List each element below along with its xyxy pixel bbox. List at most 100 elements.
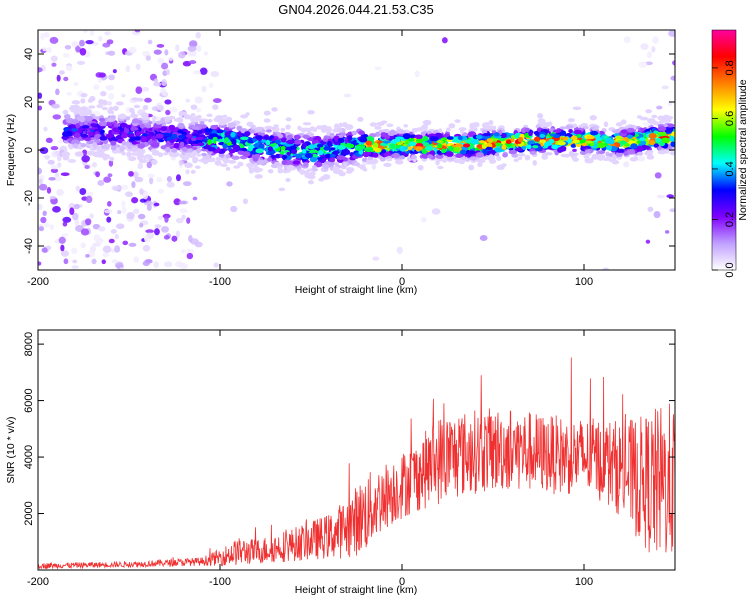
spectrogram-cell <box>207 139 212 146</box>
spectrogram-cell <box>214 159 222 166</box>
spectrogram-cell <box>653 143 659 148</box>
spectrogram-cell <box>137 213 146 220</box>
spectrogram-cell <box>532 159 537 166</box>
spectrogram-cell <box>44 155 50 160</box>
spectrogram-cell <box>76 60 86 66</box>
spectrogram-cell <box>380 120 388 124</box>
spectrogram-cell <box>309 149 318 153</box>
spectrogram-cell <box>76 116 86 122</box>
spectrogram-cell <box>654 172 662 179</box>
spectrogram-cell <box>128 170 134 177</box>
spectrogram-cell <box>181 146 188 152</box>
spectrogram-cell <box>107 50 116 56</box>
spectrogram-cell <box>343 93 352 98</box>
spectrogram-cell <box>191 137 196 142</box>
spectrogram-cell <box>364 147 373 153</box>
spectrogram-cell <box>83 30 88 34</box>
spectrogram-x-ticks: -200 -100 0 100 <box>27 30 593 288</box>
spectrogram-cell <box>411 127 420 133</box>
spectrogram-cell <box>280 145 286 151</box>
spectrogram-cell <box>121 93 126 98</box>
spectrogram-cell <box>93 128 101 133</box>
spectrogram-cell <box>284 160 294 167</box>
spectrogram-cell <box>236 125 243 131</box>
spectrogram-cell <box>278 187 286 192</box>
spectrogram-cell <box>49 36 59 44</box>
spectrogram-cell <box>408 141 417 147</box>
spectrogram-cell <box>208 82 214 89</box>
spectrogram-cell <box>216 129 224 134</box>
spectrogram-cell <box>155 120 162 125</box>
spectrogram-cell <box>89 213 94 219</box>
spectrogram-cell <box>334 123 340 130</box>
spectrogram-cell <box>99 125 105 130</box>
spectrogram-cell <box>475 134 483 140</box>
spectrogram-cell <box>212 136 218 141</box>
spectrogram-cell <box>180 249 186 254</box>
spectrogram-cell <box>415 146 423 151</box>
spectrogram-cell <box>422 135 429 142</box>
spectrogram-cell <box>192 156 199 163</box>
spectrogram-cell <box>389 143 396 150</box>
spectrogram-cell <box>637 151 644 156</box>
spectrogram-cell <box>345 170 353 174</box>
spectrogram-cell <box>102 245 112 253</box>
spectrogram-cell <box>81 125 90 129</box>
spectrogram-cell <box>481 143 487 149</box>
spectrogram-cell <box>620 119 627 125</box>
spectrogram-cell <box>51 62 57 67</box>
spectrogram-cell <box>50 168 59 174</box>
spectrogram-cell <box>85 218 92 226</box>
spectrogram-cell <box>381 128 390 134</box>
spectrogram-cell <box>237 161 244 167</box>
spectrogram-cell <box>626 127 635 133</box>
spectrogram-cell <box>239 136 249 141</box>
spectrogram-cell <box>244 131 251 137</box>
spectrogram-cell <box>400 130 406 134</box>
spectrogram-cell <box>494 147 503 153</box>
spectrogram-cell <box>106 122 113 127</box>
spectrogram-cell <box>477 161 483 168</box>
spectrogram-cell <box>85 195 93 204</box>
spectrogram-cell <box>267 168 274 174</box>
spectrogram-cell <box>553 134 561 139</box>
spectrogram-cell <box>108 159 114 167</box>
spectrogram-cell <box>162 132 171 137</box>
spectrogram-cell <box>669 208 675 213</box>
spectrogram-cell <box>647 206 654 212</box>
spectrogram-cell <box>104 209 113 214</box>
spectrogram-cell <box>43 32 50 38</box>
spectrogram-cell <box>153 202 160 207</box>
spectrogram-cell <box>101 106 108 111</box>
spectrogram-cell <box>523 124 529 128</box>
spectrogram-cell <box>204 128 212 133</box>
spectrogram-cell <box>179 141 185 147</box>
spectrogram-cell <box>585 140 593 144</box>
spectrogram-cell <box>285 124 291 130</box>
spectrogram-cell <box>106 216 112 223</box>
spectrogram-cell <box>669 135 675 142</box>
spectrogram-cell <box>597 142 606 148</box>
spectrogram-cell <box>440 148 447 154</box>
spectrogram-cell <box>638 61 648 68</box>
spectrogram-cell <box>63 258 69 265</box>
spectrogram-cell <box>111 185 120 191</box>
spectrogram-cell <box>90 137 96 141</box>
spectrogram-cell <box>176 117 182 123</box>
spectrogram-cell <box>56 188 64 196</box>
spectrogram-cell <box>436 150 442 155</box>
spectrogram-cell <box>135 86 143 94</box>
spectrogram-cell <box>79 39 85 47</box>
spectrogram-cell <box>104 31 111 36</box>
spectrogram-cell <box>55 88 60 96</box>
spectrogram-cell <box>74 132 81 138</box>
spectrogram-cell <box>591 153 599 160</box>
spectrogram-cell <box>568 129 573 134</box>
spectrogram-cell <box>309 156 318 163</box>
spectrogram-cell <box>61 233 69 237</box>
spectrogram-cell <box>71 247 78 255</box>
spectrogram-cell <box>80 228 90 236</box>
spectrogram-cell <box>65 130 73 137</box>
spectrogram-cell <box>53 176 63 182</box>
spectrogram-cell <box>146 203 152 211</box>
